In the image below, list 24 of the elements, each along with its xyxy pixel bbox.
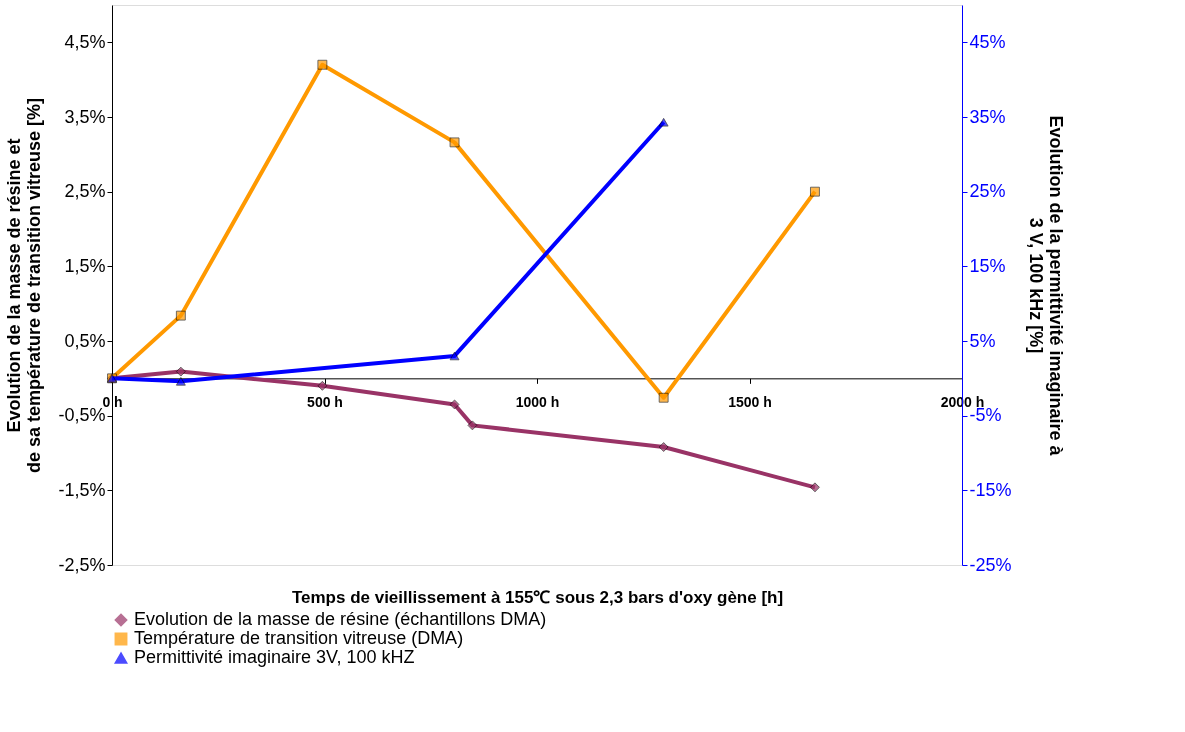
- y-tick-label: -1,5%: [58, 479, 106, 500]
- y-tick-label: 2,5%: [64, 181, 106, 202]
- x-tick-label: 500 h: [307, 393, 343, 410]
- y-tick-label: 0,5%: [64, 330, 106, 351]
- y-tick-label: 4,5%: [64, 31, 106, 52]
- y-axis-title: Evolution de la masse de résine et de sa température de transition vitreuse [%]: [4, 97, 45, 474]
- y2-tick-label: 15%: [969, 255, 1006, 276]
- y2-tick-label: -15%: [969, 479, 1012, 500]
- y2-tick-label: -25%: [969, 554, 1012, 575]
- y2-tick-label: 45%: [969, 31, 1006, 52]
- legend-label: Evolution de la masse de résine (échantillons DMA): [134, 609, 547, 629]
- x-tick-label: 1000 h: [515, 393, 560, 410]
- y2-tick-label: 5%: [969, 330, 996, 351]
- y2-tick-label: 25%: [969, 181, 1006, 202]
- x-tick-label: 1500 h: [728, 393, 772, 410]
- legend-label: Permittivité imaginaire 3V, 100 kHZ: [134, 647, 415, 667]
- legend-label: Température de transition vitreuse (DMA): [134, 628, 464, 648]
- y2-axis-title: Evolution de la permittivité imaginaire à 3 V, 100 kHz [%]: [1025, 115, 1066, 457]
- y-tick-label: -2,5%: [58, 554, 106, 575]
- x-tick-label: 0 h: [102, 393, 123, 410]
- x-axis-title: Temps de vieillissement à 155℃ sous 2,3 bars d'oxy gène [h]: [291, 587, 784, 607]
- y-tick-label: 1,5%: [64, 255, 106, 276]
- y-tick-label: 3,5%: [64, 106, 106, 127]
- y2-tick-label: 35%: [969, 106, 1006, 127]
